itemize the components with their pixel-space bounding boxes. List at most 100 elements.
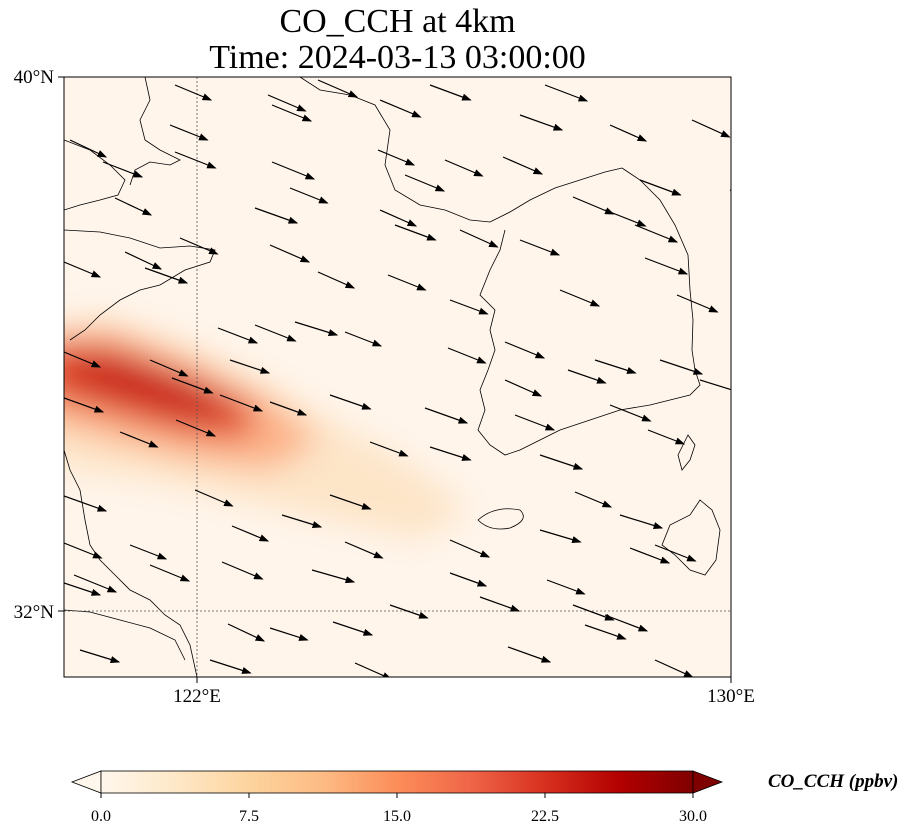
wind-arrow (444, 159, 484, 177)
coast-bohai-west (64, 139, 126, 211)
wind-arrow (504, 341, 546, 359)
lat-label-32N: 32°N (14, 602, 55, 623)
colorbar: 0.0 7.5 15.0 22.5 30.0 CO_CCH (ppbv) (70, 770, 898, 825)
wind-arrow (344, 541, 384, 559)
wind-arrow (479, 596, 521, 612)
wind-arrow (354, 662, 393, 677)
gridlines (64, 77, 731, 677)
wind-arrow (229, 359, 271, 374)
wind-arrow (64, 582, 102, 596)
wind-arrow (69, 139, 108, 158)
wind-arrow (502, 156, 544, 175)
wind-arrow (676, 294, 719, 313)
wind-arrow (379, 209, 418, 227)
wind-arrow (639, 179, 682, 196)
wind-arrow (379, 99, 422, 118)
wind-arrow (449, 539, 491, 558)
wind-arrow (619, 514, 664, 529)
wind-arrow (729, 189, 731, 192)
coast-jeju (477, 508, 524, 530)
coast-korea-west (477, 229, 561, 456)
colorbar-extend-min (70, 770, 102, 794)
wind-arrow (447, 347, 487, 364)
wind-arrow (271, 161, 316, 180)
wind-arrow (79, 649, 121, 663)
wind-arrow (267, 94, 307, 112)
axis-ticks (58, 76, 732, 683)
wind-arrow (317, 79, 359, 98)
wind-arrow (254, 207, 299, 224)
wind-arrow (546, 579, 586, 595)
coast-tsushima (677, 434, 696, 471)
plume-core (64, 355, 240, 420)
wind-arrow (507, 646, 552, 663)
wind-arrow (567, 369, 607, 384)
wind-arrow (329, 394, 372, 410)
wind-arrow (174, 151, 217, 169)
wind-arrow (269, 627, 309, 641)
wind-arrow (294, 321, 339, 336)
coast-korea-east (621, 167, 696, 371)
wind-arrow (171, 377, 214, 394)
wind-arrow (594, 359, 637, 374)
coast-korea-south (559, 369, 701, 431)
wind-arrow (227, 623, 266, 642)
wind-arrow (654, 544, 697, 562)
wind-arrow (332, 621, 374, 636)
wind-arrow (219, 394, 264, 412)
colorbar-tick-label: 15.0 (383, 808, 411, 825)
wind-arrow (377, 149, 416, 166)
coast-china-east (64, 449, 198, 677)
colorbar-extend-max (692, 770, 724, 794)
wind-arrow (149, 359, 189, 377)
wind-arrow (519, 239, 561, 256)
wind-arrow (629, 547, 671, 564)
wind-arrow (604, 209, 647, 227)
wind-arrow (129, 544, 168, 560)
wind-arrow (254, 324, 297, 342)
wind-arrow (311, 569, 356, 584)
wind-arrow (644, 257, 689, 275)
wind-arrow (449, 572, 488, 587)
wind-arrow (344, 331, 383, 347)
wind-arrow (699, 379, 731, 391)
colorbar-tick-label: 22.5 (531, 808, 559, 825)
wind-arrow (271, 104, 313, 122)
wind-arrow (221, 561, 264, 580)
wind-arrow (459, 229, 499, 248)
colorbar-title: CO_CCH (ppbv) (768, 771, 898, 792)
wind-arrow (64, 495, 108, 512)
wind-arrow (119, 431, 159, 448)
wind-arrow (124, 251, 163, 270)
wind-arrow (514, 414, 556, 431)
wind-arrow (209, 659, 252, 674)
wind-arrow (609, 404, 652, 422)
coast-shandong (64, 229, 216, 341)
wind-arrow (449, 299, 489, 315)
wind-arrow (572, 604, 615, 621)
wind-arrow (114, 197, 153, 216)
colorbar-body (100, 770, 694, 794)
coast-bohai (129, 77, 181, 186)
map-frame (63, 76, 732, 678)
wind-arrow (369, 441, 409, 457)
wind-arrow (691, 119, 731, 138)
wind-arrow (647, 429, 686, 445)
wind-arrow (659, 359, 704, 375)
coast-kyushu (661, 499, 721, 576)
map-title-line1: CO_CCH at 4km (279, 3, 516, 40)
wind-arrow (64, 397, 105, 413)
coast-liaodong (299, 77, 623, 223)
colorbar-tick-label: 0.0 (91, 808, 111, 825)
wind-arrow (584, 624, 627, 640)
wind-arrow (429, 446, 472, 461)
coastlines (64, 77, 721, 677)
wind-arrow (429, 84, 472, 101)
wind-arrow (634, 224, 679, 243)
wind-arrow (231, 525, 270, 542)
wind-arrow (144, 267, 189, 284)
wind-arrow (64, 351, 102, 368)
wind-arrow (404, 174, 446, 192)
wind-arrow (539, 454, 584, 470)
wind-arrow (574, 491, 613, 508)
